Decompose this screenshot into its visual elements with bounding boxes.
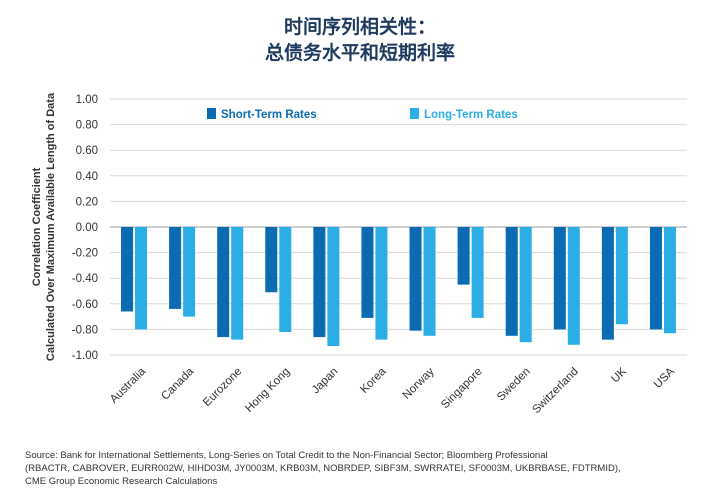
legend-label: Short-Term Rates: [221, 109, 317, 121]
bar-chart: 1.00 0.80 0.60 0.40 0.20 0.00 -0.20 -0.40 -0.60 -…: [31, 92, 687, 417]
bar-long-term: [183, 227, 196, 317]
y-tick-label: 0.20: [76, 196, 98, 208]
chart-title-line-2: 总债务水平和短期利率: [264, 42, 455, 64]
x-tick-label: Switzerland: [530, 366, 581, 417]
x-tick-label: Sweden: [495, 366, 533, 404]
x-tick-label: Eurozone: [201, 366, 244, 409]
x-tick-label: Hong Kong: [243, 366, 292, 415]
bar-short-term: [553, 227, 566, 330]
bar-short-term: [409, 227, 422, 331]
bar-short-term: [601, 227, 614, 340]
bar-long-term: [231, 227, 244, 340]
bar-short-term: [217, 227, 230, 338]
y-tick-label: 0.00: [76, 222, 98, 234]
bar-short-term: [649, 227, 662, 330]
bar-short-term: [361, 227, 374, 318]
bar-short-term: [265, 227, 278, 293]
bar-long-term: [519, 227, 532, 343]
legend-label: Long-Term Rates: [424, 109, 518, 121]
y-tick-label: -1.00: [72, 350, 98, 362]
y-tick-label: 0.40: [76, 171, 98, 183]
source-line: (RBACTR, CABROVER, EURR002W, HIHD03M, JY…: [25, 463, 621, 474]
x-tick-label: USA: [652, 365, 677, 390]
x-tick-label: Norway: [401, 365, 437, 401]
bar-short-term: [313, 227, 326, 338]
y-axis-title-line-2: Calculated Over Maximum Available Length…: [45, 92, 57, 361]
x-tick-label: Australia: [108, 365, 149, 406]
bar-short-term: [505, 227, 518, 336]
y-tick-label: -0.60: [72, 299, 98, 311]
y-tick-label: 0.60: [76, 145, 98, 157]
y-tick-label: -0.80: [72, 324, 98, 336]
x-tick-label: Korea: [358, 365, 389, 396]
x-tick-label: UK: [609, 365, 629, 385]
bar-long-term: [279, 227, 292, 332]
bar-long-term: [375, 227, 388, 340]
chart-title-line-1: 时间序列相关性：: [283, 16, 436, 38]
y-tick-label: 1.00: [76, 94, 98, 106]
bar-long-term: [615, 227, 628, 325]
bar-long-term: [135, 227, 148, 330]
y-tick-label: -0.20: [72, 248, 98, 260]
legend-swatch: [207, 108, 216, 119]
source-note: Source: Bank for International Settlemen…: [25, 449, 705, 488]
y-axis-title-line-1: Correlation Coefficient: [31, 167, 43, 286]
y-tick-label: -0.40: [72, 273, 98, 285]
bar-long-term: [327, 227, 340, 347]
bar-long-term: [567, 227, 580, 345]
x-tick-label: Japan: [310, 366, 341, 397]
bar-long-term: [471, 227, 484, 318]
source-line: CME Group Economic Research Calculations: [25, 476, 218, 487]
bar-short-term: [169, 227, 182, 309]
y-tick-label: 0.80: [76, 120, 98, 132]
source-line: Source: Bank for International Settlemen…: [25, 450, 548, 461]
x-tick-label: Singapore: [439, 366, 485, 412]
bar-long-term: [663, 227, 676, 334]
chart-title: 时间序列相关性： 总债务水平和短期利率: [0, 14, 720, 66]
bar-long-term: [423, 227, 436, 336]
bar-short-term: [457, 227, 470, 285]
bar-short-term: [121, 227, 134, 312]
x-tick-label: Canada: [159, 365, 196, 402]
legend-swatch: [410, 108, 419, 119]
